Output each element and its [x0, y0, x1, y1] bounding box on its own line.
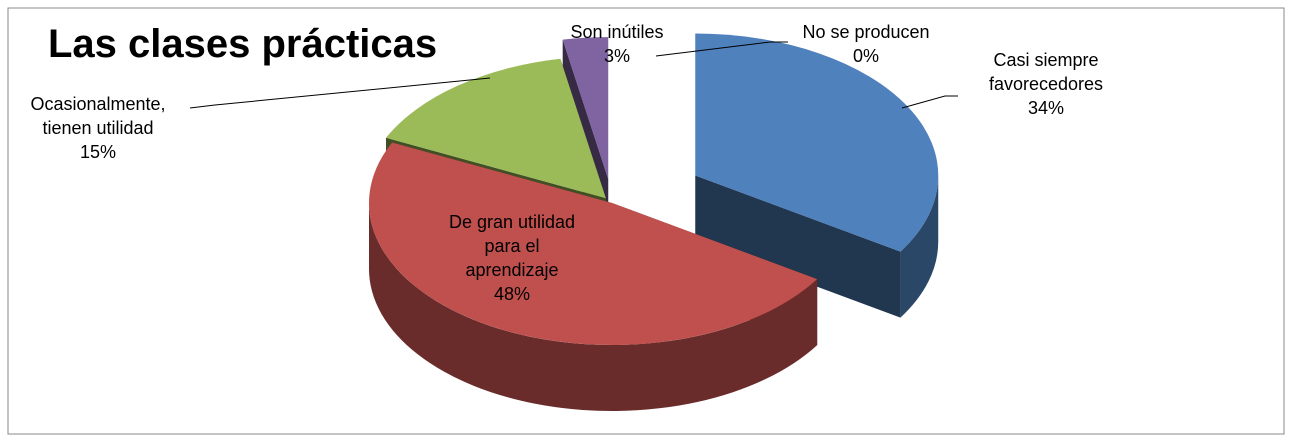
value-label: 15%: [79, 142, 117, 162]
leader-line: [189, 77, 491, 109]
slice-side: [900, 175, 939, 318]
category-label: Casi siempre favorecedores: [988, 50, 1104, 94]
slice-top: [562, 37, 609, 180]
value-label: 34%: [1027, 98, 1065, 118]
data-label: No se producen 0%: [786, 20, 946, 68]
slice-wall: [695, 175, 901, 318]
leader-line: [901, 95, 958, 109]
data-label: Casi siempre favorecedores 34%: [976, 48, 1116, 120]
pie-slice: [695, 33, 939, 318]
category-label: De gran utilidad para el aprendizaje: [448, 212, 576, 280]
value-label: 48%: [493, 284, 531, 304]
chart-title: Las clases prácticas: [48, 22, 438, 66]
slice-top: [368, 142, 818, 345]
pie: [368, 33, 939, 411]
value-label: 0%: [852, 46, 879, 66]
leader-line: [655, 41, 788, 57]
category-label: Son inútiles: [570, 22, 664, 42]
value-label: 3%: [603, 46, 630, 66]
data-label: Son inútiles 3%: [552, 20, 682, 68]
category-label: Ocasionalmente, tienen utilidad: [30, 94, 166, 138]
category-label: No se producen: [802, 22, 930, 42]
data-label: Ocasionalmente, tienen utilidad 15%: [13, 92, 183, 164]
slice-top: [695, 33, 939, 252]
slice-side: [368, 203, 818, 411]
slice-top: [385, 58, 606, 199]
pie-slice: [368, 142, 818, 411]
data-label: De gran utilidad para el aprendizaje 48%: [437, 210, 587, 306]
